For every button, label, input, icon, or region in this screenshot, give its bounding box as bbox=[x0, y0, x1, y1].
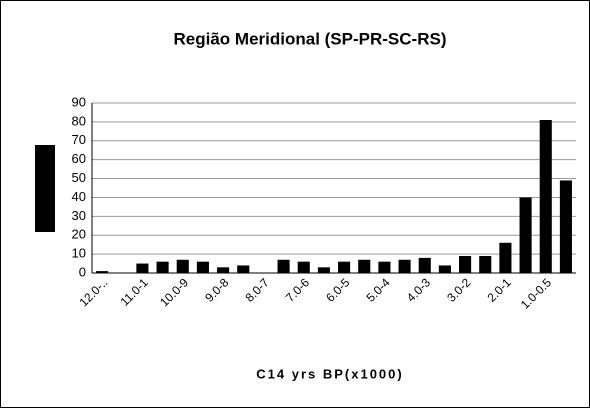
bar bbox=[519, 197, 532, 273]
y-tick-label: 40 bbox=[72, 189, 86, 204]
bar bbox=[176, 259, 189, 273]
bar bbox=[136, 263, 149, 273]
bar bbox=[358, 259, 371, 273]
bar bbox=[398, 259, 411, 273]
y-tick-label: 60 bbox=[72, 151, 86, 166]
bar bbox=[499, 242, 512, 273]
bar bbox=[459, 256, 472, 273]
bar bbox=[338, 261, 351, 273]
bar bbox=[479, 256, 492, 273]
bar bbox=[237, 265, 250, 273]
chart-title: Região Meridional (SP-PR-SC-RS) bbox=[174, 29, 447, 48]
y-tick-label: 10 bbox=[72, 246, 86, 261]
y-tick-label: 70 bbox=[72, 132, 86, 147]
y-tick-label: 80 bbox=[72, 113, 86, 128]
bar bbox=[196, 261, 209, 273]
bar bbox=[539, 120, 552, 273]
bar bbox=[297, 261, 310, 273]
bar bbox=[559, 180, 572, 273]
bar bbox=[418, 257, 431, 273]
y-tick-label: 20 bbox=[72, 227, 86, 242]
y-tick-label: 90 bbox=[72, 94, 86, 109]
bar bbox=[438, 265, 451, 273]
y-tick-label: 0 bbox=[79, 264, 86, 279]
y-tick-label: 50 bbox=[72, 170, 86, 185]
bar bbox=[277, 259, 290, 273]
bar bbox=[378, 261, 391, 273]
bar bbox=[217, 267, 230, 273]
bar bbox=[317, 267, 330, 273]
legend-swatch bbox=[35, 145, 55, 232]
bar bbox=[156, 261, 169, 273]
x-axis-label: C14 yrs BP(x1000) bbox=[256, 366, 403, 381]
bar bbox=[96, 271, 109, 273]
y-tick-label: 30 bbox=[72, 208, 86, 223]
